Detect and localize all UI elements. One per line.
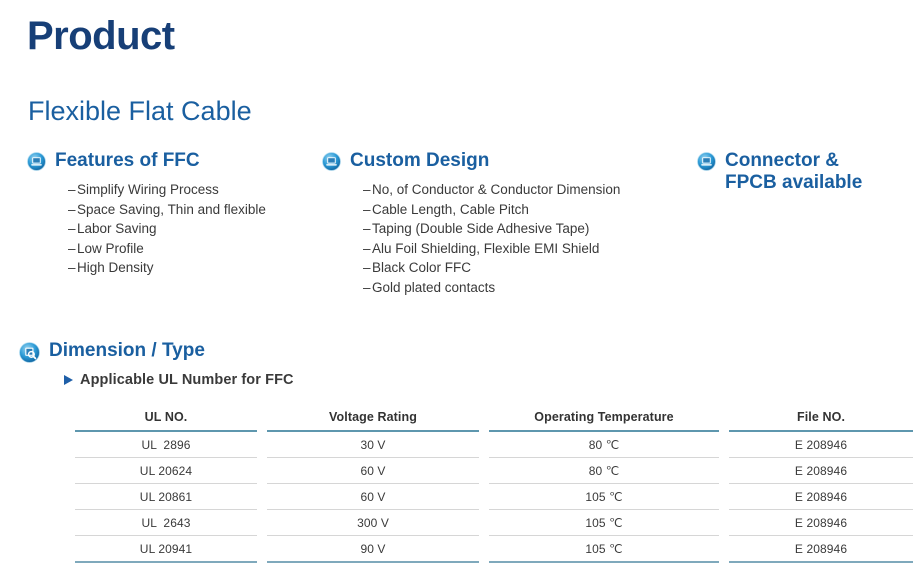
cell-ul-no: UL 20624 [75, 458, 257, 484]
custom-design-list: – No, of Conductor & Conductor Dimension … [363, 180, 620, 297]
dash-marker: – [68, 240, 76, 256]
custom-design-heading: Custom Design [322, 150, 620, 172]
cell-file-no: E 208946 [729, 484, 913, 510]
dimension-type-heading: Dimension / Type [19, 340, 294, 363]
table-row: UL 20861 60 V 105 ℃ E 208946 [75, 484, 913, 510]
ul-number-table: UL NO. Voltage Rating Operating Temperat… [65, 409, 920, 563]
column-header-voltage-rating: Voltage Rating [267, 409, 479, 432]
table-row: UL 2896 30 V 80 ℃ E 208946 [75, 432, 913, 458]
page-subtitle: Flexible Flat Cable [28, 96, 252, 126]
column-header-file-no: File NO. [729, 409, 913, 432]
dash-marker: – [68, 201, 76, 217]
applicable-ul-subheading: Applicable UL Number for FFC [64, 372, 294, 388]
cell-ul-no: UL 20861 [75, 484, 257, 510]
cell-operating-temperature: 105 ℃ [489, 484, 719, 510]
custom-design-title: Custom Design [350, 150, 490, 171]
page-title: Product [27, 14, 175, 58]
list-item: – Low Profile [68, 239, 266, 259]
dash-marker: – [363, 279, 371, 295]
cell-operating-temperature: 105 ℃ [489, 510, 719, 536]
list-item-label: Black Color FFC [372, 260, 472, 275]
list-item: – No, of Conductor & Conductor Dimension [363, 180, 620, 200]
table-row: UL 2643 300 V 105 ℃ E 208946 [75, 510, 913, 536]
list-item-label: Alu Foil Shielding, Flexible EMI Shield [372, 240, 600, 256]
monitor-badge-icon [322, 152, 341, 171]
dash-marker: – [363, 221, 371, 236]
list-item-label: No, of Conductor & Conductor Dimension [372, 182, 621, 197]
cell-file-no: E 208946 [729, 536, 913, 563]
list-item: – Labor Saving [68, 219, 266, 239]
list-item-label: Simplify Wiring Process [77, 182, 219, 197]
dimension-type-block: Dimension / Type Applicable UL Number fo… [19, 340, 294, 388]
applicable-ul-label: Applicable UL Number for FFC [80, 372, 294, 388]
cell-operating-temperature: 105 ℃ [489, 536, 719, 563]
cell-voltage-rating: 90 V [267, 536, 479, 563]
cell-voltage-rating: 30 V [267, 432, 479, 458]
cell-ul-no: UL 2643 [75, 510, 257, 536]
list-item-label: Cable Length, Cable Pitch [372, 201, 529, 217]
cell-file-no: E 208946 [729, 510, 913, 536]
column-header-operating-temperature: Operating Temperature [489, 409, 719, 432]
cell-voltage-rating: 300 V [267, 510, 479, 536]
connector-heading: Connector & FPCB available [697, 150, 863, 194]
list-item-label: High Density [77, 260, 154, 275]
cell-voltage-rating: 60 V [267, 484, 479, 510]
features-title: Features of FFC [55, 150, 200, 171]
dash-marker: – [363, 260, 371, 275]
column-header-ul-no: UL NO. [75, 409, 257, 432]
cell-ul-no: UL 20941 [75, 536, 257, 563]
list-item-label: Low Profile [77, 240, 144, 256]
triangle-right-icon [64, 375, 73, 385]
features-block: Features of FFC – Simplify Wiring Process… [27, 150, 266, 278]
list-item-label: Taping (Double Side Adhesive Tape) [372, 221, 590, 236]
cell-operating-temperature: 80 ℃ [489, 458, 719, 484]
connector-block: Connector & FPCB available [697, 150, 863, 194]
table-row: UL 20941 90 V 105 ℃ E 208946 [75, 536, 913, 563]
features-heading: Features of FFC [27, 150, 266, 172]
list-item: – Cable Length, Cable Pitch [363, 200, 620, 220]
table-row: UL 20624 60 V 80 ℃ E 208946 [75, 458, 913, 484]
connector-title: Connector & FPCB available [725, 150, 863, 193]
dash-marker: – [68, 260, 76, 275]
cell-operating-temperature: 80 ℃ [489, 432, 719, 458]
custom-design-block: Custom Design – No, of Conductor & Conduc… [322, 150, 620, 297]
table-header-row: UL NO. Voltage Rating Operating Temperat… [75, 409, 913, 432]
dash-marker: – [363, 201, 371, 217]
list-item-label: Gold plated contacts [372, 279, 496, 295]
list-item: – Alu Foil Shielding, Flexible EMI Shield [363, 239, 620, 259]
monitor-badge-icon [27, 152, 46, 171]
features-list: – Simplify Wiring Process – Space Saving, … [68, 180, 266, 278]
list-item: – Taping (Double Side Adhesive Tape) [363, 219, 620, 239]
cell-voltage-rating: 60 V [267, 458, 479, 484]
search-badge-icon [19, 342, 40, 363]
list-item-label: Space Saving, Thin and flexible [77, 201, 266, 217]
dash-marker: – [363, 182, 371, 197]
list-item: – High Density [68, 258, 266, 278]
list-item: – Space Saving, Thin and flexible [68, 200, 266, 220]
dash-marker: – [68, 221, 76, 236]
cell-file-no: E 208946 [729, 458, 913, 484]
list-item-label: Labor Saving [77, 221, 157, 236]
monitor-badge-icon [697, 152, 716, 171]
dimension-type-title: Dimension / Type [49, 340, 205, 361]
list-item: – Black Color FFC [363, 258, 620, 278]
list-item: – Gold plated contacts [363, 278, 620, 298]
cell-file-no: E 208946 [729, 432, 913, 458]
cell-ul-no: UL 2896 [75, 432, 257, 458]
list-item: – Simplify Wiring Process [68, 180, 266, 200]
dash-marker: – [68, 182, 76, 197]
dash-marker: – [363, 240, 371, 256]
